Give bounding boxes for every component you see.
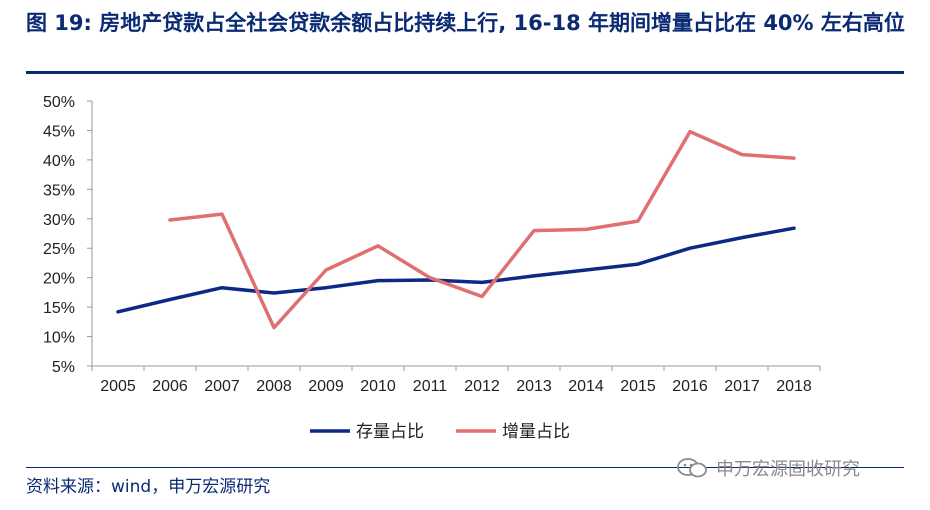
- x-tick-label: 2005: [100, 378, 136, 395]
- x-tick-label: 2007: [204, 378, 240, 395]
- y-tick-label: 40%: [43, 153, 75, 170]
- y-tick-label: 10%: [43, 330, 75, 347]
- title-underline: [26, 71, 904, 74]
- series-line-stock: [116, 226, 796, 314]
- y-tick-label: 5%: [52, 359, 75, 376]
- x-tick-label: 2009: [308, 378, 344, 395]
- source-divider: [26, 467, 904, 468]
- y-tick-label: 35%: [43, 182, 75, 199]
- y-tick-label: 25%: [43, 241, 75, 258]
- chart-title: 图 19: 房地产贷款占全社会贷款余额占比持续上行, 16-18 年期间增量占比…: [26, 11, 905, 35]
- x-tick-label: 2016: [672, 378, 708, 395]
- series-line-increment: [168, 129, 796, 330]
- x-tick-label: 2010: [360, 378, 396, 395]
- x-tick-label: 2011: [413, 378, 448, 395]
- watermark: 申万宏源固收研究: [676, 455, 860, 481]
- y-tick-label: 15%: [43, 300, 75, 317]
- x-tick-label: 2014: [568, 378, 604, 395]
- y-tick-label: 50%: [43, 94, 75, 111]
- wechat-icon: [677, 458, 707, 478]
- legend-label: 存量占比: [356, 422, 424, 442]
- series-lines: [116, 129, 796, 330]
- y-tick-label: 45%: [43, 123, 75, 140]
- legend: 存量占比 增量占比: [310, 422, 570, 442]
- x-tick-label: 2008: [256, 378, 292, 395]
- y-axis: 5% 10% 15% 20% 25% 30% 35% 40% 45% 50%: [43, 94, 93, 376]
- x-tick-label: 2012: [464, 378, 500, 395]
- y-tick-label: 30%: [43, 212, 75, 229]
- source-note: 资料来源：wind，申万宏源研究: [26, 477, 271, 497]
- x-axis: 2005 2006 2007 2008 2009 2010 2011 2012 2013 2014…: [91, 365, 821, 395]
- x-tick-label: 2013: [516, 378, 552, 395]
- x-tick-label: 2015: [620, 378, 656, 395]
- y-tick-label: 20%: [43, 271, 75, 288]
- x-tick-label: 2006: [152, 378, 188, 395]
- x-tick-label: 2017: [724, 378, 760, 395]
- watermark-text: 申万宏源固收研究: [716, 459, 860, 480]
- x-tick-label: 2018: [776, 378, 812, 395]
- legend-label: 增量占比: [502, 422, 570, 442]
